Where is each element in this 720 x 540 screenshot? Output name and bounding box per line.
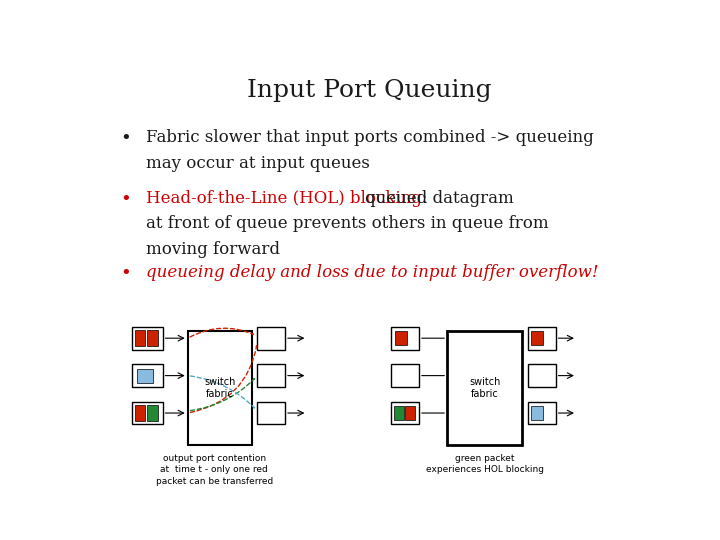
Bar xyxy=(188,331,252,445)
Text: •: • xyxy=(121,265,132,282)
FancyArrowPatch shape xyxy=(190,346,257,413)
FancyArrowPatch shape xyxy=(190,328,253,337)
Bar xyxy=(392,402,419,424)
Bar xyxy=(528,327,556,349)
Text: switch
fabric: switch fabric xyxy=(204,377,235,399)
Bar xyxy=(258,327,285,349)
Text: at front of queue prevents others in queue from: at front of queue prevents others in que… xyxy=(145,215,549,232)
Bar xyxy=(531,332,543,346)
Bar xyxy=(148,330,158,346)
Bar xyxy=(132,364,163,387)
Bar xyxy=(132,327,163,349)
Text: Input Port Queuing: Input Port Queuing xyxy=(247,79,491,103)
Text: output port contention
at  time t - only one red
packet can be transferred: output port contention at time t - only … xyxy=(156,454,273,486)
Text: switch
fabric: switch fabric xyxy=(469,377,500,399)
Text: queueing delay and loss due to input buffer overflow!: queueing delay and loss due to input buf… xyxy=(145,265,598,281)
FancyArrowPatch shape xyxy=(190,376,254,408)
Bar xyxy=(528,364,556,387)
Text: •: • xyxy=(121,129,132,147)
Text: •: • xyxy=(121,190,132,207)
Bar xyxy=(132,402,163,424)
Bar xyxy=(405,406,415,420)
Bar xyxy=(392,364,419,387)
Text: may occur at input queues: may occur at input queues xyxy=(145,155,369,172)
Bar xyxy=(138,369,153,383)
Bar xyxy=(392,327,419,349)
Bar xyxy=(135,406,145,421)
Text: Head-of-the-Line (HOL) blocking:: Head-of-the-Line (HOL) blocking: xyxy=(145,190,433,206)
Bar xyxy=(531,406,543,420)
FancyArrowPatch shape xyxy=(190,379,254,410)
Bar xyxy=(258,402,285,424)
Bar xyxy=(148,406,158,421)
Bar xyxy=(395,332,407,346)
Bar xyxy=(394,406,404,420)
Text: moving forward: moving forward xyxy=(145,241,280,258)
Text: Fabric slower that input ports combined -> queueing: Fabric slower that input ports combined … xyxy=(145,129,593,146)
Bar xyxy=(528,402,556,424)
Text: queued datagram: queued datagram xyxy=(364,190,513,206)
Text: green packet
experiences HOL blocking: green packet experiences HOL blocking xyxy=(426,454,544,474)
Bar xyxy=(447,331,523,445)
Bar xyxy=(258,364,285,387)
Bar xyxy=(135,330,145,346)
